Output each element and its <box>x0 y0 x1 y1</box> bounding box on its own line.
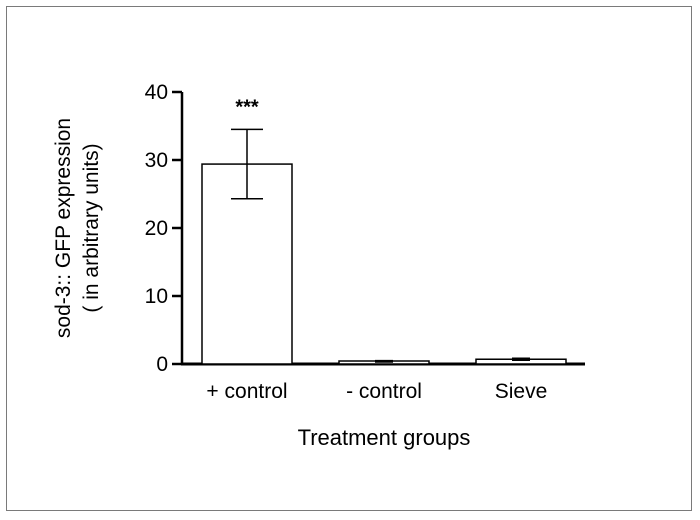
x-axis-label: Treatment groups <box>298 425 471 450</box>
y-tick-label: 40 <box>145 81 168 104</box>
y-tick-label: 30 <box>145 149 168 172</box>
significance-label: *** <box>235 96 259 118</box>
y-tick-label: 10 <box>145 285 168 308</box>
chart-frame <box>6 6 692 511</box>
y-axis-label-line2: ( in arbitrary units) <box>80 143 103 312</box>
y-axis-label-line1: sod-3:: GFP expression <box>52 118 75 338</box>
y-tick-label: 20 <box>145 217 168 240</box>
y-tick-label: 0 <box>156 353 168 376</box>
category-label-2: - control <box>346 380 422 403</box>
category-label-1: + control <box>206 380 287 403</box>
category-label-3: Sieve <box>495 380 548 403</box>
